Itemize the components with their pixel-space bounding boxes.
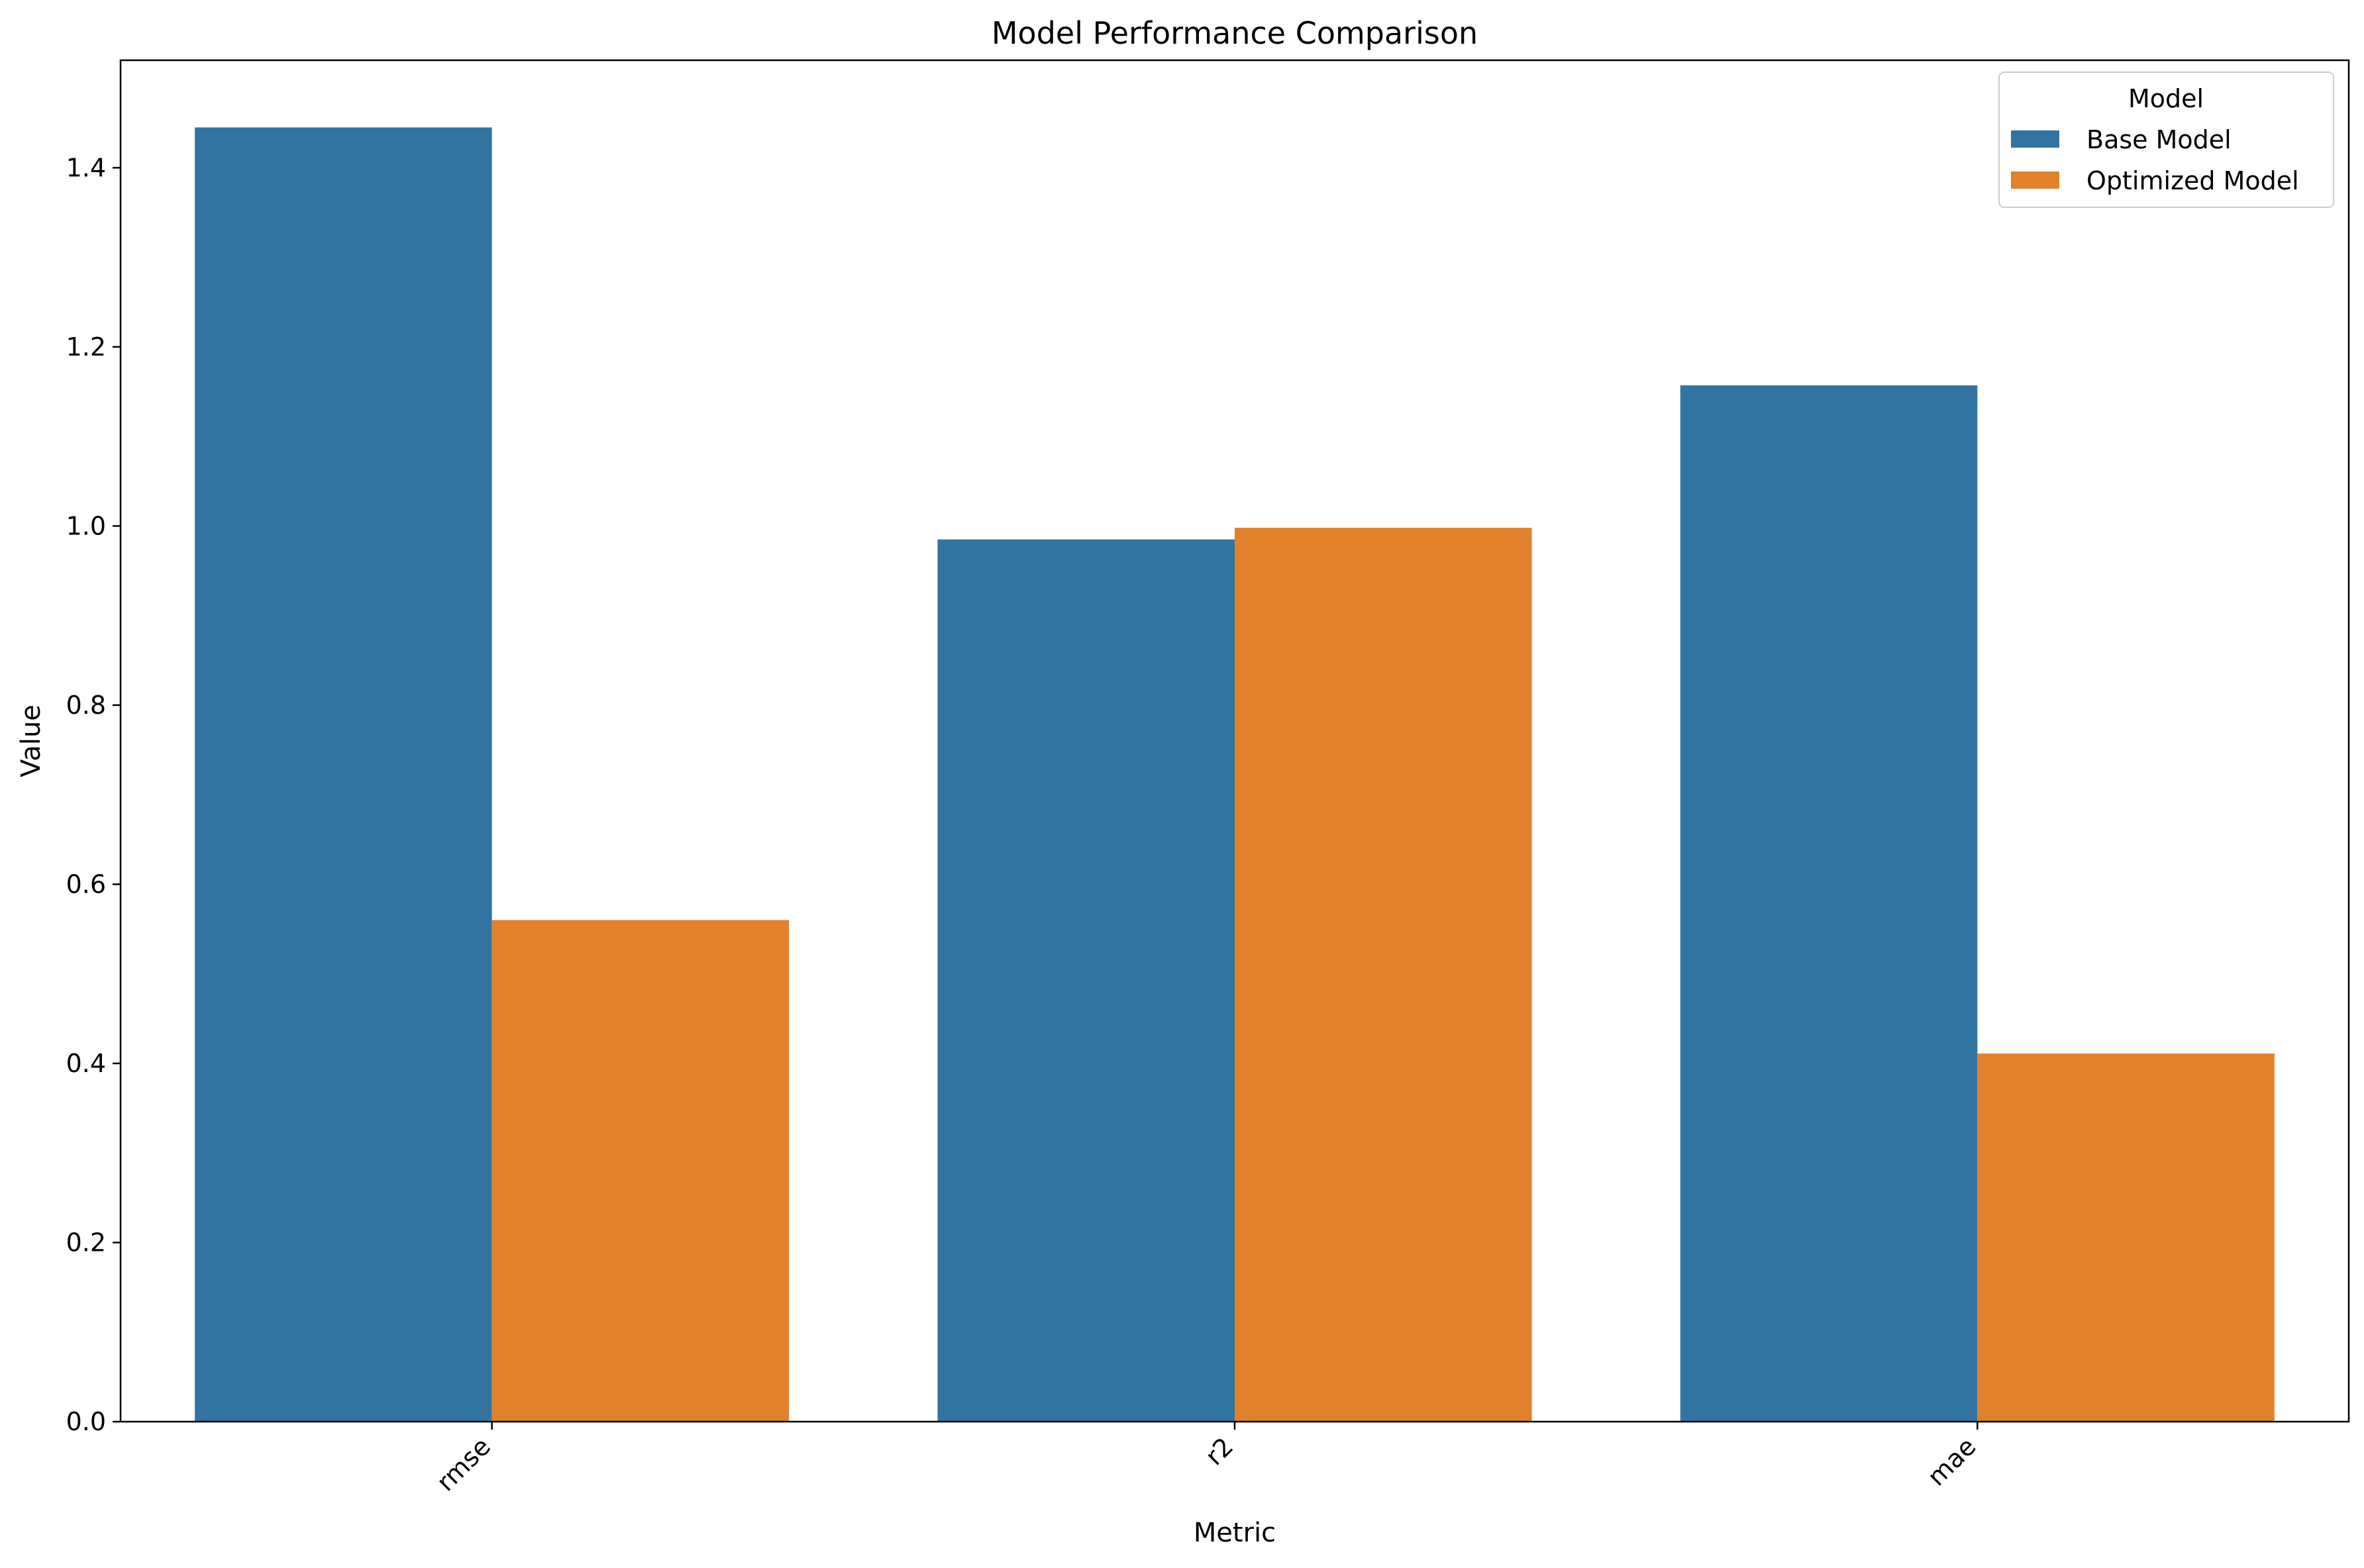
y-tick-label: 0.8: [66, 691, 106, 720]
chart-title: Model Performance Comparison: [992, 15, 1478, 51]
legend-swatch-base-model: [2011, 130, 2059, 148]
y-tick-label: 0.6: [66, 869, 106, 899]
legend-title: Model: [2128, 84, 2204, 113]
y-axis-label: Value: [16, 705, 46, 777]
y-axis: 0.0 0.2 0.4 0.6 0.8 1.0 1.2 1.4: [66, 153, 121, 1436]
x-tick-label-rmse: rmse: [431, 1432, 496, 1496]
bar-optimized-model-mae: [1977, 1054, 2275, 1422]
y-tick-label: 1.4: [66, 153, 106, 182]
bar-base-model-r2: [937, 539, 1235, 1422]
bar-optimized-model-r2: [1235, 528, 1532, 1422]
x-axis: rmse r2 mae: [431, 1422, 1982, 1497]
y-tick-label: 1.2: [66, 332, 106, 362]
x-tick-label-mae: mae: [1922, 1432, 1981, 1491]
bars-group: [195, 127, 2275, 1422]
legend-swatch-optimized-model: [2011, 172, 2059, 189]
y-tick-label: 0.4: [66, 1049, 106, 1078]
bar-base-model-mae: [1680, 385, 1978, 1422]
x-tick-label-r2: r2: [1200, 1432, 1239, 1471]
bar-base-model-rmse: [195, 127, 492, 1422]
y-tick-label: 0.2: [66, 1228, 106, 1257]
x-axis-label: Metric: [1194, 1518, 1276, 1548]
y-tick-label: 1.0: [66, 511, 106, 540]
legend-label-optimized-model: Optimized Model: [2086, 166, 2299, 195]
legend: Model Base Model Optimized Model: [1998, 72, 2334, 208]
legend-label-base-model: Base Model: [2086, 125, 2232, 154]
bar-optimized-model-rmse: [491, 920, 790, 1422]
y-tick-label: 0.0: [66, 1407, 106, 1436]
legend-frame: [1998, 72, 2334, 208]
